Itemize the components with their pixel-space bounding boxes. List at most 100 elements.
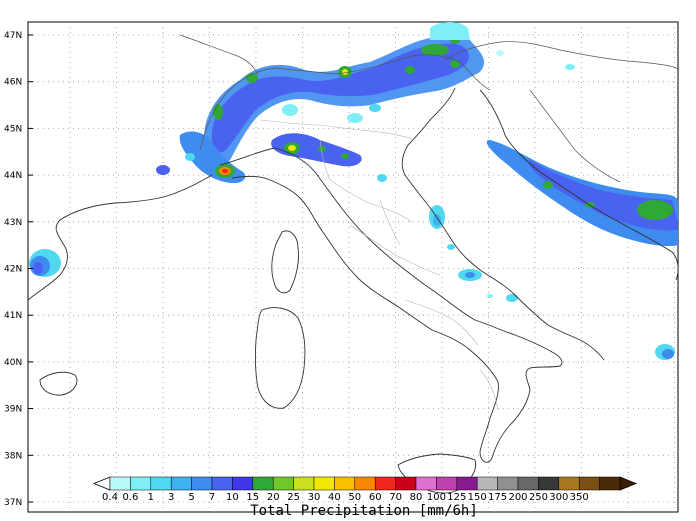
balkan-coast: [479, 89, 678, 281]
colorbar-label: 300: [549, 492, 568, 503]
rain-cell: [421, 44, 449, 56]
latitude-labels: 47N 46N 45N 44N 43N 42N 41N 40N 39N 38N 37N: [4, 31, 33, 508]
colorbar-swatch: [191, 476, 213, 491]
alpine-rain-core: [211, 43, 469, 153]
colorbar-label: 250: [529, 492, 548, 503]
colorbar-swatch: [130, 476, 152, 491]
colorbar-swatch: [456, 476, 478, 491]
colorbar-swatch: [558, 476, 580, 491]
balkan-border: [529, 89, 621, 183]
colorbar-title: Total Precipitation [mm/6h]: [250, 503, 478, 519]
rain-cell: [318, 146, 326, 152]
colorbar-swatch: [599, 476, 621, 491]
rain-cell: [341, 153, 349, 159]
latitude-label: 47N: [4, 31, 22, 41]
latitude-label: 37N: [4, 498, 22, 508]
france-coast: [28, 174, 213, 301]
rain-cell-peak: [342, 69, 348, 75]
colorbar-label: 50: [348, 492, 361, 503]
colorbar-over-arrow: [619, 476, 638, 491]
colorbar-label: 40: [328, 492, 341, 503]
rain-cell: [637, 200, 673, 220]
colorbar-label: 125: [447, 492, 466, 503]
swiss-border: [179, 34, 259, 76]
latitude-label: 38N: [4, 451, 22, 461]
rain-cell-peak: [288, 145, 296, 151]
corsica-coast: [271, 230, 299, 294]
light-rain: [347, 113, 363, 123]
light-rain: [506, 294, 518, 302]
colorbar-label: 350: [570, 492, 589, 503]
rain-cell: [156, 165, 170, 175]
colorbar-label: 20: [267, 492, 280, 503]
colorbar-swatch: [578, 476, 600, 491]
precipitation-field: [29, 22, 678, 360]
light-rain: [487, 294, 493, 298]
light-rain: [282, 104, 298, 116]
latitude-label: 43N: [4, 218, 22, 228]
colorbar-label: 5: [188, 492, 194, 503]
colorbar-label: 1: [148, 492, 154, 503]
colorbar-label: 100: [427, 492, 446, 503]
colorbar-swatch: [374, 476, 396, 491]
latitude-label: 44N: [4, 171, 22, 181]
colorbar-label: 7: [209, 492, 215, 503]
colorbar-label: 70: [389, 492, 402, 503]
colorbar-swatch: [272, 476, 294, 491]
colorbar-label: 175: [488, 492, 507, 503]
rain-cell: [405, 66, 415, 74]
colorbar-swatch: [395, 476, 417, 491]
region-borders: [259, 119, 499, 411]
colorbar-swatch: [436, 476, 458, 491]
rain-cell: [33, 262, 43, 274]
colorbar-label: 200: [508, 492, 527, 503]
rain-cell: [450, 60, 460, 68]
latitude-label: 42N: [4, 265, 22, 275]
latitude-label: 39N: [4, 405, 22, 415]
colorbar-label: 150: [468, 492, 487, 503]
latitude-label: 40N: [4, 358, 22, 368]
colorbar-swatch: [476, 476, 498, 491]
rain-cell: [433, 214, 441, 226]
colorbar-label: 0.6: [122, 492, 138, 503]
latitude-label: 45N: [4, 124, 22, 134]
colorbar-swatch: [293, 476, 315, 491]
colorbar-label: 80: [410, 492, 423, 503]
colorbar-swatch: [313, 476, 335, 491]
coastlines: [28, 87, 678, 494]
light-rain: [369, 104, 381, 112]
light-rain: [377, 174, 387, 182]
colorbar-swatch: [415, 476, 437, 491]
colorbar-swatch: [517, 476, 539, 491]
colorbar-label: 30: [308, 492, 321, 503]
country-borders: [179, 34, 678, 183]
colorbar-swatch: [150, 476, 172, 491]
colorbar-swatch: [538, 476, 560, 491]
latitude-label: 41N: [4, 311, 22, 321]
light-rain: [430, 22, 470, 40]
colorbar-label: 10: [226, 492, 239, 503]
light-rain: [447, 244, 455, 250]
adriatic-coast: [401, 87, 605, 361]
rain-cell-peak: [222, 169, 228, 173]
colorbar-swatch: [252, 476, 274, 491]
colorbar-label: 25: [287, 492, 300, 503]
colorbar-label: 15: [246, 492, 259, 503]
emilia-rain-band: [271, 133, 362, 167]
balearic-coast: [39, 371, 78, 396]
colorbar-swatch: [170, 476, 192, 491]
colorbar-swatch: [232, 476, 254, 491]
rain-cell: [543, 181, 553, 189]
alpine-border: [199, 54, 491, 151]
austria-border: [444, 41, 678, 70]
colorbar-label: 0.4: [102, 492, 118, 503]
rain-cell: [465, 272, 475, 278]
rain-cell: [213, 104, 223, 120]
light-rain: [565, 64, 575, 70]
sardinia-coast: [254, 307, 306, 409]
colorbar-swatch: [354, 476, 376, 491]
colorbar-label: 60: [369, 492, 382, 503]
colorbar-swatch: [109, 476, 131, 491]
italy-coast: [219, 147, 563, 463]
